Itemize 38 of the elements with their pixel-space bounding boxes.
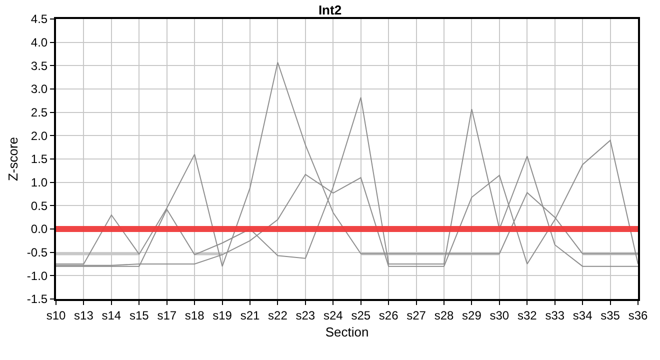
x-tick-label: s32 bbox=[517, 308, 538, 322]
x-tick-label: s36 bbox=[628, 308, 648, 322]
y-tick-label: 1.5 bbox=[30, 152, 48, 166]
y-tick-label: 2.0 bbox=[30, 128, 48, 143]
x-tick-label: s21 bbox=[240, 308, 260, 322]
y-tick-label: 2.5 bbox=[30, 106, 48, 120]
x-tick-label: s10 bbox=[46, 308, 66, 322]
x-tick-label: s34 bbox=[572, 308, 593, 322]
x-tick-label: s25 bbox=[351, 308, 371, 322]
x-tick-label: s26 bbox=[378, 308, 399, 322]
x-tick-label: s22 bbox=[268, 308, 288, 322]
y-tick-label: -0.5 bbox=[26, 246, 48, 260]
y-tick-label: 3.0 bbox=[30, 82, 48, 96]
y-tick-label: 4.5 bbox=[30, 12, 48, 26]
x-tick-label: s14 bbox=[102, 308, 122, 322]
x-tick-label: s19 bbox=[212, 308, 232, 322]
y-tick-label: -1.5 bbox=[26, 292, 48, 306]
x-tick-label: s15 bbox=[129, 308, 150, 322]
x-tick-label: s33 bbox=[545, 308, 565, 322]
x-tick-label: s24 bbox=[323, 308, 344, 322]
y-tick-label: -1.0 bbox=[26, 268, 48, 283]
y-tick-label: 0.5 bbox=[30, 198, 48, 213]
x-tick-label: s28 bbox=[434, 308, 454, 322]
chart-title: Int2 bbox=[318, 2, 342, 18]
y-axis-title: Z-score bbox=[5, 136, 20, 182]
x-tick-label: s13 bbox=[74, 308, 94, 322]
x-tick-label: s17 bbox=[157, 308, 177, 322]
x-tick-label: s35 bbox=[600, 308, 620, 322]
y-tick-label: 4.0 bbox=[30, 36, 48, 50]
y-tick-label: 3.5 bbox=[30, 58, 48, 73]
x-axis-title: Section bbox=[325, 324, 369, 340]
x-tick-label: s29 bbox=[462, 308, 482, 322]
y-tick-label: 1.0 bbox=[30, 176, 48, 190]
y-tick-label: 0.0 bbox=[30, 222, 48, 236]
x-tick-label: s30 bbox=[490, 308, 510, 322]
x-tick-label: s18 bbox=[184, 308, 205, 322]
x-tick-label: s27 bbox=[406, 308, 426, 322]
x-tick-label: s23 bbox=[296, 308, 316, 322]
